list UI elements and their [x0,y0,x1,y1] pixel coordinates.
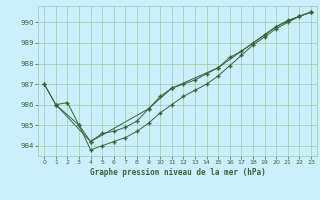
X-axis label: Graphe pression niveau de la mer (hPa): Graphe pression niveau de la mer (hPa) [90,168,266,177]
